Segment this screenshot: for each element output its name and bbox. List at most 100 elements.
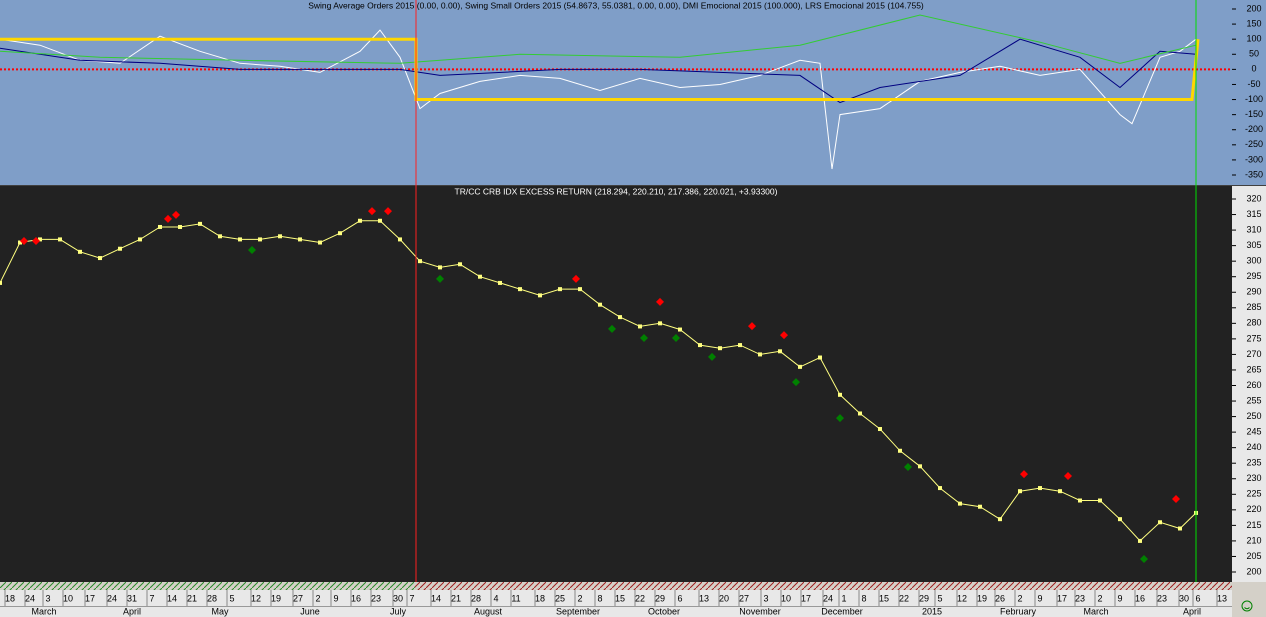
- month-label: November: [739, 606, 781, 616]
- price-bar: [58, 237, 62, 242]
- signal-marker: [32, 236, 40, 245]
- price-bar: [918, 464, 922, 469]
- price-bar: [18, 240, 22, 245]
- signal-marker: [708, 352, 716, 361]
- month-label: August: [474, 606, 503, 616]
- y-tick-label: 320: [1246, 193, 1261, 203]
- y-tick-label: 270: [1246, 349, 1261, 359]
- x-tick-label: 14: [431, 593, 441, 603]
- x-tick-label: 23: [1075, 593, 1085, 603]
- signal-marker: [1172, 494, 1180, 503]
- month-label: February: [1000, 606, 1037, 616]
- month-label: June: [300, 606, 320, 616]
- x-tick-label: 25: [555, 593, 565, 603]
- x-tick-label: 30: [1179, 593, 1189, 603]
- y-tick-label: -350: [1245, 169, 1263, 179]
- y-tick-label: 200: [1246, 566, 1261, 576]
- signal-marker: [248, 245, 256, 254]
- osc-axis-bg: [1232, 0, 1266, 185]
- x-tick-label: 6: [1195, 593, 1200, 603]
- x-tick-label: 24: [25, 593, 35, 603]
- signal-marker: [1064, 471, 1072, 480]
- y-tick-label: -200: [1245, 124, 1263, 134]
- x-tick-label: 9: [1117, 593, 1122, 603]
- signal-marker: [1140, 554, 1148, 563]
- price-bar: [118, 246, 122, 251]
- month-label: March: [31, 606, 56, 616]
- y-tick-label: 205: [1246, 551, 1261, 561]
- y-tick-label: 210: [1246, 535, 1261, 545]
- month-label: December: [821, 606, 863, 616]
- x-tick-label: 23: [371, 593, 381, 603]
- smiley: [1241, 600, 1253, 612]
- x-tick-label: 12: [957, 593, 967, 603]
- y-tick-label: 225: [1246, 489, 1261, 499]
- x-tick-label: 27: [293, 593, 303, 603]
- x-tick-label: 2: [1097, 593, 1102, 603]
- x-tick-label: 20: [719, 593, 729, 603]
- price-bar: [1038, 486, 1042, 491]
- x-tick-label: 22: [635, 593, 645, 603]
- signal-marker: [640, 333, 648, 342]
- price-bar: [0, 280, 2, 285]
- price-bar: [198, 221, 202, 226]
- month-label: July: [390, 606, 407, 616]
- y-tick-label: 280: [1246, 318, 1261, 328]
- month-label: September: [556, 606, 600, 616]
- signal-marker: [780, 331, 788, 340]
- signal-marker: [164, 214, 172, 223]
- price-bar: [338, 231, 342, 236]
- x-tick-label: 13: [1217, 593, 1227, 603]
- price-bar: [1098, 498, 1102, 503]
- y-tick-label: 245: [1246, 427, 1261, 437]
- x-tick-label: 2: [1017, 593, 1022, 603]
- x-tick-label: 29: [655, 593, 665, 603]
- signal-marker: [608, 324, 616, 333]
- x-tick-label: 17: [801, 593, 811, 603]
- month-label: October: [648, 606, 680, 616]
- x-tick-label: 17: [85, 593, 95, 603]
- month-label: May: [211, 606, 229, 616]
- price-bar: [158, 224, 162, 229]
- x-tick-label: 23: [1157, 593, 1167, 603]
- price-bar: [178, 224, 182, 229]
- price-bar: [558, 287, 562, 292]
- month-label: March: [1083, 606, 1108, 616]
- y-tick-label: 50: [1249, 49, 1259, 59]
- x-tick-label: 1: [841, 593, 846, 603]
- price-bar: [1118, 517, 1122, 522]
- price-bar: [778, 349, 782, 354]
- y-tick-label: -300: [1245, 154, 1263, 164]
- x-tick-label: 3: [45, 593, 50, 603]
- x-tick-label: 21: [187, 593, 197, 603]
- price-bar: [138, 237, 142, 242]
- x-tick-label: 7: [149, 593, 154, 603]
- price-bar: [1158, 520, 1162, 525]
- y-tick-label: 100: [1246, 34, 1261, 44]
- price-bar: [378, 218, 382, 223]
- y-tick-label: 235: [1246, 458, 1261, 468]
- price-bar: [218, 234, 222, 239]
- x-tick-label: 10: [63, 593, 73, 603]
- x-tick-label: 2: [577, 593, 582, 603]
- x-tick-label: 9: [1037, 593, 1042, 603]
- y-tick-label: 265: [1246, 364, 1261, 374]
- y-tick-label: -50: [1247, 79, 1260, 89]
- x-tick-label: 2: [315, 593, 320, 603]
- signal-marker: [572, 274, 580, 283]
- price-bar: [358, 218, 362, 223]
- x-tick-label: 31: [127, 593, 137, 603]
- y-tick-label: 220: [1246, 504, 1261, 514]
- x-tick-label: 16: [351, 593, 361, 603]
- price-bar: [678, 327, 682, 332]
- y-tick-label: 260: [1246, 380, 1261, 390]
- price-bar: [1058, 489, 1062, 494]
- x-tick-label: 14: [167, 593, 177, 603]
- x-tick-label: 28: [471, 593, 481, 603]
- y-tick-label: 275: [1246, 333, 1261, 343]
- series-line: [0, 38, 1197, 104]
- price-bar: [318, 240, 322, 245]
- x-tick-label: 7: [409, 593, 414, 603]
- signal-marker: [904, 462, 912, 471]
